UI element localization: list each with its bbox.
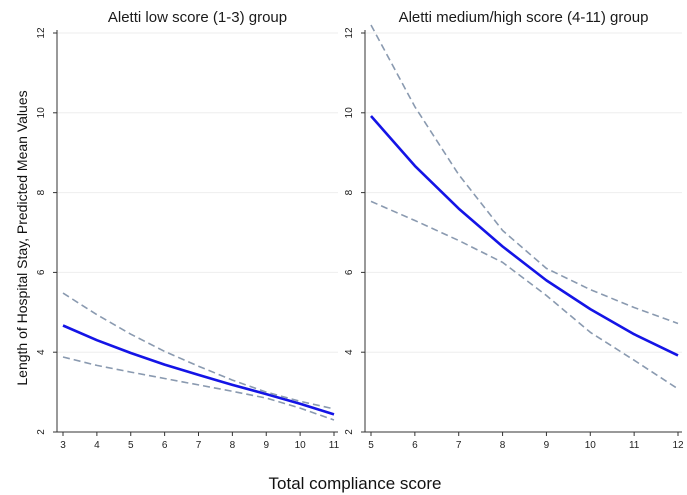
panel-title: Aletti medium/high score (4-11) group [399, 9, 649, 26]
predicted-mean-line [370, 115, 679, 357]
x-tick-label: 11 [329, 440, 340, 451]
panel-low-score: Aletti low score (1-3) group 2 4 6 8 10 12 3 4 5 6… [36, 9, 340, 451]
x-tick-label: 4 [94, 440, 100, 451]
ci-lower-line [370, 200, 679, 390]
y-tick-label: 4 [344, 349, 355, 355]
panel-title: Aletti low score (1-3) group [108, 9, 287, 26]
x-tick-label: 11 [629, 440, 640, 451]
y-axis-title: Length of Hospital Stay, Predicted Mean … [14, 90, 30, 385]
x-tick-label: 6 [162, 440, 168, 451]
x-tick-label: 3 [60, 440, 66, 451]
x-tick-label: 10 [295, 440, 307, 451]
y-tick-label: 6 [36, 269, 47, 275]
y-tick-label: 2 [36, 429, 47, 435]
y-tick-label: 6 [344, 269, 355, 275]
y-tick-label: 2 [344, 429, 355, 435]
x-tick-label: 5 [368, 440, 374, 451]
panel-medium-high-score: Aletti medium/high score (4-11) group 2 4 6… [344, 9, 684, 451]
y-tick-label: 10 [36, 107, 47, 119]
y-tick-label: 12 [344, 27, 355, 39]
ci-lower-line [62, 356, 335, 421]
y-tick-label: 8 [344, 189, 355, 195]
y-tick-label: 10 [344, 107, 355, 119]
ci-upper-line [370, 24, 679, 325]
x-tick-label: 6 [412, 440, 418, 451]
y-tick-label: 8 [36, 189, 47, 195]
x-tick-label: 12 [672, 440, 684, 451]
x-tick-label: 5 [128, 440, 134, 451]
x-tick-label: 7 [456, 440, 462, 451]
x-axis-title: Total compliance score [269, 474, 442, 493]
x-tick-label: 8 [230, 440, 236, 451]
x-tick-label: 9 [263, 440, 269, 451]
ci-upper-line [62, 292, 335, 410]
x-tick-label: 7 [196, 440, 202, 451]
predicted-mean-line [62, 324, 335, 416]
y-tick-label: 4 [36, 349, 47, 355]
x-tick-label: 10 [585, 440, 597, 451]
y-tick-label: 12 [36, 27, 47, 39]
x-tick-label: 9 [544, 440, 550, 451]
x-tick-label: 8 [500, 440, 506, 451]
